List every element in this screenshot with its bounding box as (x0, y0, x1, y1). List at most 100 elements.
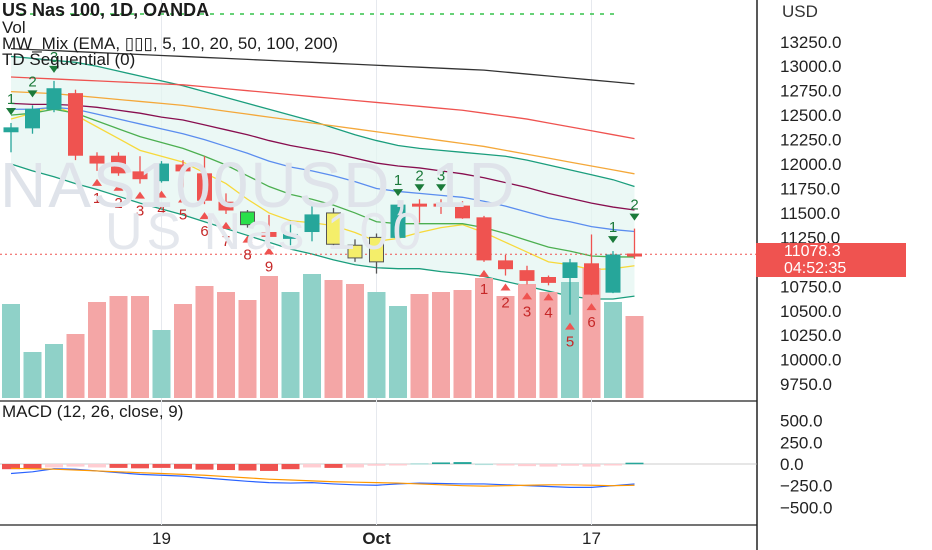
macd-histogram-bar (496, 464, 515, 466)
volume-bar (281, 292, 300, 398)
price-tick-label: 11750.0 (780, 179, 840, 198)
td-buy-count: 1 (480, 281, 488, 298)
volume-indicator-label[interactable]: Vol (2, 18, 26, 37)
volume-bar (174, 304, 192, 398)
td-sell-count: 1 (7, 91, 15, 108)
price-tick-label: 10250.0 (780, 326, 841, 345)
candle-body (25, 108, 40, 129)
volume-bar (475, 278, 493, 398)
macd-histogram-bar (152, 464, 171, 468)
td-buy-arrow (586, 303, 597, 311)
volume-bar (496, 296, 515, 398)
ema-line (10, 108, 635, 258)
td-sell-count: 2 (630, 197, 638, 214)
macd-indicator-label[interactable]: MACD (12, 26, close, 9) (2, 402, 184, 421)
macd-tick-label: 500.0 (780, 412, 823, 431)
td-sequential-label[interactable]: TD Sequential (0) (2, 50, 136, 69)
time-tick-label: 19 (152, 529, 171, 548)
td-sell-count: 3 (50, 49, 58, 66)
candle-body (584, 263, 599, 295)
ema-line (10, 102, 635, 211)
candle-body (89, 155, 105, 164)
price-tick-label: 13250.0 (780, 33, 841, 52)
td-sell-count: 2 (415, 167, 423, 184)
candle-body (562, 262, 578, 278)
td-buy-arrow (156, 190, 167, 198)
ema-line (10, 76, 635, 140)
td-buy-count: 3 (523, 303, 531, 320)
td-sell-count: 1 (609, 219, 617, 236)
price-tick-label: 12250.0 (780, 131, 841, 150)
macd-histogram-bar (238, 464, 257, 471)
candle-body (347, 244, 363, 259)
td-sell-arrow (436, 184, 446, 192)
candle-body (627, 253, 642, 257)
macd-histogram-bar (324, 464, 343, 468)
candle-body (498, 260, 513, 270)
candle-body (261, 232, 277, 237)
macd-histogram-bar (453, 462, 472, 464)
candle-body (218, 201, 234, 211)
volume-bar (346, 284, 364, 398)
td-sell-arrow (414, 184, 425, 192)
td-buy-count: 8 (243, 247, 251, 264)
macd-histogram-bar (432, 462, 450, 464)
td-buy-count: 2 (114, 195, 122, 212)
ema-line (11, 106, 635, 233)
candle-body (304, 214, 320, 233)
macd-histogram-bar (367, 464, 386, 466)
candle-body (390, 204, 406, 238)
td-buy-arrow (92, 178, 102, 186)
macd-line (10, 468, 635, 488)
volume-bar (604, 302, 622, 398)
candle-body (283, 233, 298, 239)
volume-bar (88, 302, 106, 398)
volume-bar (582, 268, 601, 398)
volume-bar (238, 300, 257, 398)
candle-body (476, 217, 492, 261)
macd-histogram-bar (195, 464, 214, 470)
candle-body (519, 270, 535, 281)
td-buy-count: 6 (587, 314, 595, 331)
macd-tick-label: 0.0 (780, 455, 804, 474)
td-buy-arrow (500, 283, 511, 291)
candle-body (175, 164, 191, 172)
volume-bar (410, 294, 429, 398)
td-buy-arrow (178, 195, 188, 203)
td-sell-count: 3 (437, 167, 445, 184)
candle-body (3, 127, 19, 133)
macd-tick-label: 250.0 (780, 433, 823, 452)
macd-histogram-bar (23, 464, 42, 469)
candle-body (541, 276, 556, 283)
price-tick-label: 9750.0 (780, 375, 832, 394)
td-buy-count: 4 (157, 202, 165, 219)
price-tick-label: 13000.0 (780, 57, 841, 76)
time-tick-label: Oct (362, 529, 391, 548)
macd-histogram-bar (131, 464, 149, 469)
macd-histogram-bar (475, 463, 493, 466)
candle-body (326, 212, 341, 245)
chart-title[interactable]: US Nas 100, 1D, OANDA (2, 0, 210, 20)
td-buy-arrow (264, 247, 274, 255)
volume-bar (389, 306, 407, 398)
volume-bar (109, 296, 128, 398)
volume-bar (23, 352, 42, 398)
price-tick-label: 10500.0 (780, 302, 841, 321)
price-tick-label: 12750.0 (780, 82, 841, 101)
candle-body (111, 155, 126, 174)
macd-signal-line (10, 467, 635, 487)
symbol-watermark: NAS100USD, 1D (0, 149, 517, 221)
macd-histogram-bar (604, 464, 622, 466)
td-buy-arrow (221, 221, 231, 229)
candle-body (455, 205, 470, 219)
candle-body (240, 211, 255, 226)
volume-bar (217, 292, 235, 398)
macd-tick-label: −500.0 (780, 498, 832, 517)
macd-histogram-bar (217, 464, 235, 471)
ema-mix-indicator-label[interactable]: MW_Mix (EMA, ▯▯▯, 5, 10, 20, 50, 100, 20… (2, 34, 339, 53)
macd-histogram-bar (518, 464, 536, 467)
macd-histogram-bar (66, 464, 85, 467)
candle-body (433, 203, 449, 207)
price-tick-label: 12000.0 (780, 155, 841, 174)
ema-line (10, 91, 635, 175)
